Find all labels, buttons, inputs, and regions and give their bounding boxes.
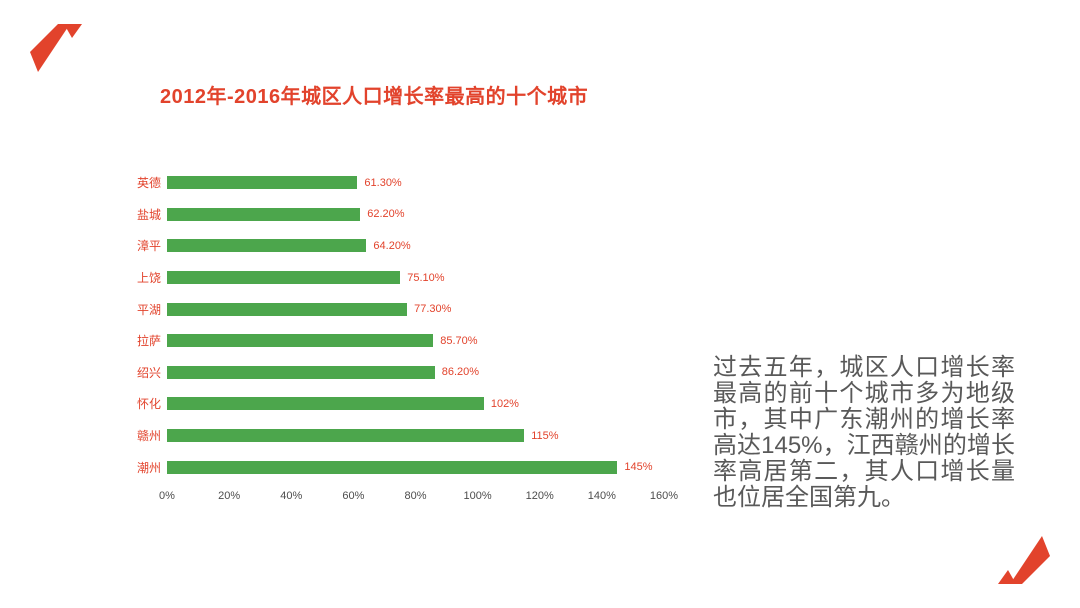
bar-plot-area: 77.30% xyxy=(167,302,452,316)
bar-plot-area: 115% xyxy=(167,429,559,443)
bar-plot-area: 62.20% xyxy=(167,207,405,221)
value-label: 85.70% xyxy=(440,334,478,347)
bar xyxy=(167,334,434,348)
annotation-text: 过去五年，城区人口增长率最高的前十个城市多为地级市，其中广东潮州的增长率高达14… xyxy=(713,354,1015,511)
bar-chart: 英德 61.30% 盐城 62.20% 漳平 64.20% 上饶 75.10% 平湖 77.30%… xyxy=(133,167,678,506)
x-tick-label: 0% xyxy=(159,489,175,502)
chart-title: 2012年-2016年城区人口增长率最高的十个城市 xyxy=(160,86,589,108)
bar xyxy=(167,302,408,316)
bar-plot-area: 64.20% xyxy=(167,239,411,253)
bar-row: 平湖 77.30% xyxy=(133,293,664,325)
bar xyxy=(167,271,401,285)
bar-plot-area: 75.10% xyxy=(167,271,445,285)
bar xyxy=(167,429,525,443)
value-label: 62.20% xyxy=(367,208,405,221)
bar-plot-area: 85.70% xyxy=(167,334,478,348)
bar-row: 赣州 115% xyxy=(133,420,664,452)
chart-rows: 英德 61.30% 盐城 62.20% 漳平 64.20% 上饶 75.10% 平湖 77.30%… xyxy=(133,167,664,483)
bar-row: 漳平 64.20% xyxy=(133,230,664,262)
bar-row: 怀化 102% xyxy=(133,388,664,420)
x-axis: 0% 20% 40% 60% 80% 100% 120% 140% 160% xyxy=(159,489,678,506)
bar xyxy=(167,365,435,379)
category-label: 绍兴 xyxy=(136,365,161,380)
category-label: 漳平 xyxy=(136,239,161,254)
bar xyxy=(167,239,367,253)
category-label: 怀化 xyxy=(136,397,161,412)
x-tick-label: 60% xyxy=(342,489,365,502)
bar-plot-area: 102% xyxy=(167,397,519,411)
bar xyxy=(167,397,484,411)
x-tick-label: 80% xyxy=(404,489,427,502)
bar-row: 英德 61.30% xyxy=(133,167,664,199)
value-label: 145% xyxy=(624,461,653,474)
corner-decoration-bottom-right-icon xyxy=(998,536,1050,584)
x-tick-label: 20% xyxy=(218,489,241,502)
value-label: 102% xyxy=(490,397,519,410)
bar-plot-area: 61.30% xyxy=(167,176,402,190)
category-label: 赣州 xyxy=(136,429,161,444)
corner-decoration-top-left-icon xyxy=(30,24,82,72)
x-tick-label: 120% xyxy=(525,489,554,502)
bar-plot-area: 145% xyxy=(167,460,653,474)
bar-plot-area: 86.20% xyxy=(167,365,480,379)
bar xyxy=(167,176,358,190)
category-label: 潮州 xyxy=(136,460,161,475)
value-label: 86.20% xyxy=(441,366,480,379)
value-label: 75.10% xyxy=(407,271,445,284)
bar-row: 潮州 145% xyxy=(133,451,664,483)
x-tick-label: 100% xyxy=(463,489,492,502)
bar-row: 绍兴 86.20% xyxy=(133,357,664,389)
category-label: 上饶 xyxy=(136,271,161,286)
bar-row: 盐城 62.20% xyxy=(133,199,664,231)
category-label: 拉萨 xyxy=(136,334,161,349)
value-label: 115% xyxy=(531,429,559,442)
value-label: 61.30% xyxy=(364,176,402,189)
value-label: 64.20% xyxy=(373,239,411,252)
x-tick-label: 160% xyxy=(649,489,679,502)
bar xyxy=(167,207,361,221)
x-tick-label: 140% xyxy=(587,489,616,502)
bar-row: 拉萨 85.70% xyxy=(133,325,664,357)
bar-row: 上饶 75.10% xyxy=(133,262,664,294)
category-label: 盐城 xyxy=(136,207,161,222)
value-label: 77.30% xyxy=(414,303,452,316)
category-label: 英德 xyxy=(136,176,161,191)
category-label: 平湖 xyxy=(136,302,161,317)
x-tick-label: 40% xyxy=(280,489,303,502)
bar xyxy=(167,460,618,474)
